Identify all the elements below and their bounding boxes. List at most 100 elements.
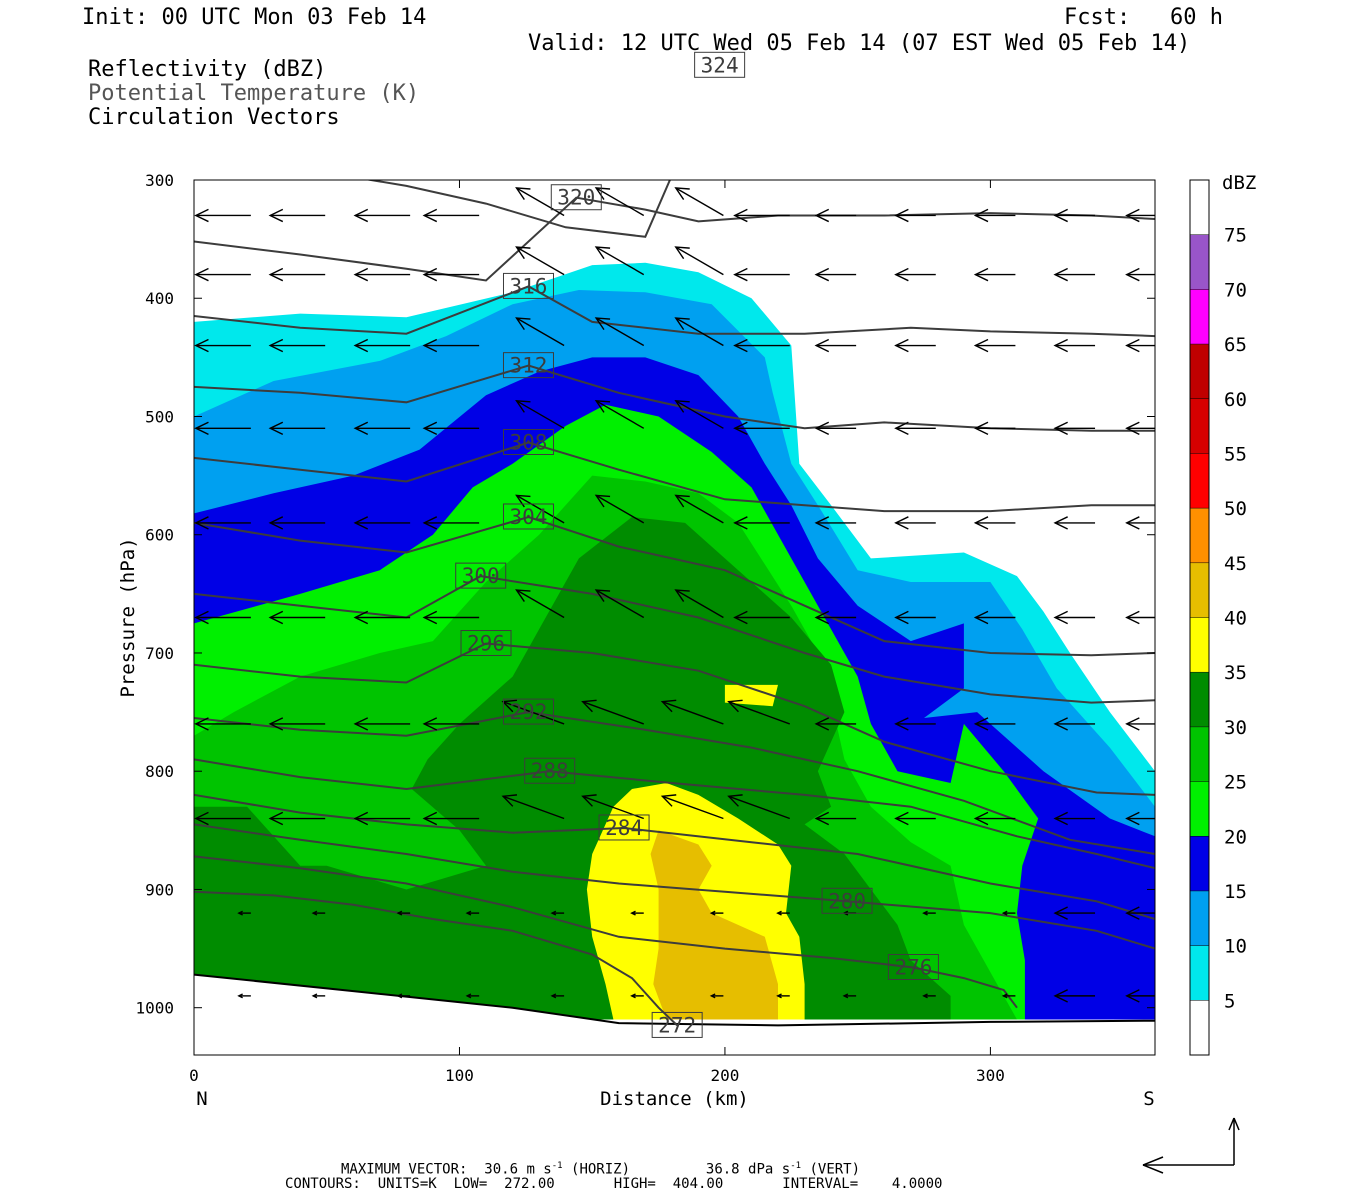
vector-head: [894, 208, 909, 223]
vector-head: [973, 421, 989, 436]
vector-head: [353, 421, 369, 436]
colorbar-segment: [1190, 562, 1209, 618]
theta-label-box-280: [821, 887, 873, 914]
theta-label-box-288: [524, 757, 576, 784]
theta-label-304: 304: [510, 505, 548, 529]
theta-label-272: 272: [658, 1013, 696, 1037]
circulation-vector: [396, 910, 411, 916]
vector-head: [1125, 516, 1140, 530]
circulation-vector: [1125, 906, 1155, 920]
circulation-vector: [194, 811, 251, 826]
theta-label-280: 280: [828, 889, 866, 913]
theta-contour-320: [194, 196, 1155, 282]
circulation-vector: [422, 208, 480, 223]
circulation-vector: [733, 421, 790, 436]
colorbar-label: 10: [1224, 936, 1247, 958]
circulation-vector: [814, 338, 857, 353]
vector-head: [776, 993, 782, 999]
y-tick-label: 500: [145, 407, 174, 426]
vector-head: [814, 610, 830, 625]
vector-head: [973, 516, 989, 530]
vector-head: [842, 993, 849, 999]
vector-head: [194, 338, 209, 353]
theta-contour-308: [194, 441, 1155, 513]
colorbar-label: 60: [1224, 389, 1247, 411]
theta-label-box-324: [694, 51, 746, 78]
y-tick-label: 300: [145, 171, 174, 190]
circulation-vector: [194, 516, 251, 530]
circulation-vector: [1053, 267, 1096, 282]
vector-head: [422, 516, 438, 530]
circulation-vector: [894, 717, 936, 731]
circulation-vector: [973, 267, 1016, 282]
circulation-vector: [396, 993, 411, 999]
vector-head: [353, 267, 369, 282]
theta-label-284: 284: [605, 816, 643, 840]
circulation-vector: [422, 267, 480, 282]
field-theta: Potential Temperature (K): [88, 81, 420, 106]
vector-head: [594, 400, 611, 413]
vector-shaft: [595, 400, 645, 429]
max-vector-vert-unit: (VERT): [809, 1161, 861, 1178]
circulation-vector: [814, 421, 857, 436]
vector-head: [1053, 906, 1068, 920]
circulation-vector: [515, 246, 565, 276]
vector-shaft: [675, 589, 724, 619]
contour-info: CONTOURS: UNITS=K LOW= 272.00 HIGH= 404.…: [285, 1176, 943, 1192]
vector-head: [733, 267, 748, 282]
circulation-vector: [842, 993, 857, 999]
vector-head: [674, 246, 690, 260]
theta-label-288: 288: [531, 759, 569, 783]
vector-head: [973, 717, 989, 731]
vector-shaft: [502, 795, 565, 820]
x-end-label-left: N: [196, 1088, 207, 1110]
x-tick-label: 0: [189, 1066, 199, 1085]
colorbar-segment: [1190, 890, 1209, 946]
theta-label-276: 276: [894, 956, 932, 980]
vector-head: [674, 317, 690, 331]
vector-head: [194, 267, 209, 282]
vector-head: [194, 421, 209, 436]
circulation-vector: [515, 589, 565, 619]
colorbar-segment: [1190, 945, 1209, 1001]
theta-contour-272: [194, 890, 678, 1027]
colorbar-label: 30: [1224, 717, 1247, 739]
circulation-vector: [709, 910, 724, 916]
theta-label-300: 300: [462, 564, 500, 588]
vector-head: [894, 811, 909, 826]
y-axis-title: Pressure (hPa): [117, 537, 139, 697]
init-time: Init: 00 UTC Mon 03 Feb 14: [82, 5, 427, 30]
circulation-vector: [814, 717, 857, 731]
vector-head: [814, 717, 830, 731]
terrain-layer: [194, 973, 1155, 1055]
circulation-vector: [674, 589, 724, 619]
circulation-vector: [1053, 421, 1096, 436]
vector-head: [501, 794, 518, 807]
vector-head: [894, 717, 909, 731]
circulation-vector: [674, 246, 724, 276]
field-reflectivity: Reflectivity (dBZ): [88, 57, 327, 82]
vector-head: [1125, 989, 1140, 1003]
colorbar-label: 15: [1224, 881, 1247, 903]
vector-head: [894, 421, 909, 436]
vector-head: [1125, 208, 1140, 223]
circulation-vector: [776, 910, 790, 916]
vector-shaft: [595, 589, 645, 619]
vector-head: [422, 421, 438, 436]
theta-label-box-308: [502, 429, 554, 455]
theta-contour-312: [194, 364, 1155, 432]
circulation-vector: [1053, 610, 1096, 625]
colorbar-segment: [1190, 726, 1209, 782]
circulation-vector: [268, 516, 326, 530]
circulation-vector: [353, 338, 411, 353]
circulation-vector: [922, 910, 936, 916]
vector-shaft: [728, 701, 790, 725]
circulation-vector: [894, 610, 936, 625]
vector-head: [733, 208, 748, 223]
vector-head: [776, 910, 782, 916]
vector-head: [733, 338, 748, 353]
circulation-vector: [353, 208, 411, 223]
circulation-vector: [733, 516, 790, 530]
circulation-vector: [515, 317, 565, 347]
circulation-vector: [973, 811, 1016, 826]
